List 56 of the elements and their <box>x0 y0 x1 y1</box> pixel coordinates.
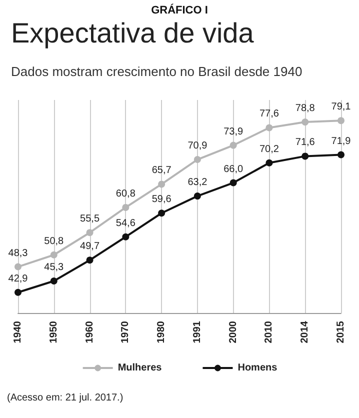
data-label: 42,9 <box>8 273 28 284</box>
point <box>122 204 130 211</box>
x-tick-label: 1970 <box>120 320 132 344</box>
chart-subtitle: Dados mostram crescimento no Brasil desde 1940 <box>11 64 302 79</box>
data-label: 66,0 <box>224 164 244 175</box>
point <box>194 192 201 200</box>
point <box>14 263 22 270</box>
point <box>86 229 94 236</box>
x-tick-label: 2000 <box>228 320 239 344</box>
point <box>302 152 309 160</box>
data-label: 70,2 <box>259 144 280 155</box>
data-label: 48,3 <box>8 248 28 259</box>
x-tick-label: 2010 <box>264 320 275 344</box>
legend-label: Homens <box>238 362 278 374</box>
data-label: 50,8 <box>44 236 64 247</box>
point <box>266 124 273 132</box>
data-label: 78,8 <box>295 103 316 114</box>
data-label: 55,5 <box>80 214 100 225</box>
x-tick-label: 1960 <box>84 320 96 344</box>
data-label: 71,6 <box>295 137 316 148</box>
data-label: 77,6 <box>259 108 280 120</box>
point <box>338 151 344 158</box>
legend-label: Mulheres <box>118 362 162 374</box>
point <box>122 233 130 240</box>
data-label: 49,7 <box>80 241 100 252</box>
data-label: 70,9 <box>188 140 208 152</box>
x-tick-label: 1950 <box>48 320 60 344</box>
data-label: 59,6 <box>152 194 172 206</box>
x-tick-label: 1980 <box>156 320 168 344</box>
point <box>230 142 237 149</box>
data-label: 65,7 <box>152 165 172 176</box>
point <box>86 256 94 264</box>
point <box>266 159 273 166</box>
point <box>302 118 309 126</box>
point <box>230 179 237 186</box>
chart-title: Expectativa de vida <box>11 18 254 48</box>
x-tick-label: 1940 <box>12 320 24 344</box>
data-label: 54,6 <box>116 218 136 229</box>
x-tick-label: 1991 <box>192 320 203 344</box>
x-tick-label: 2015 <box>336 320 346 344</box>
point <box>194 156 201 164</box>
point <box>14 288 22 296</box>
data-label: 79,1 <box>331 102 352 113</box>
point <box>50 251 58 258</box>
point <box>158 210 166 217</box>
data-label: 71,9 <box>331 136 352 147</box>
data-label: 63,2 <box>188 177 208 188</box>
point <box>158 180 166 188</box>
point <box>338 117 344 124</box>
point <box>50 278 58 284</box>
text: (Acesso em: 21 jul. 2017.) <box>7 392 124 404</box>
data-label: 45,3 <box>44 262 64 273</box>
x-tick-label: 2014 <box>300 320 311 344</box>
text: GRÁFICO I <box>151 4 208 16</box>
data-label: 60,8 <box>116 188 136 200</box>
data-label: 73,9 <box>224 126 244 138</box>
